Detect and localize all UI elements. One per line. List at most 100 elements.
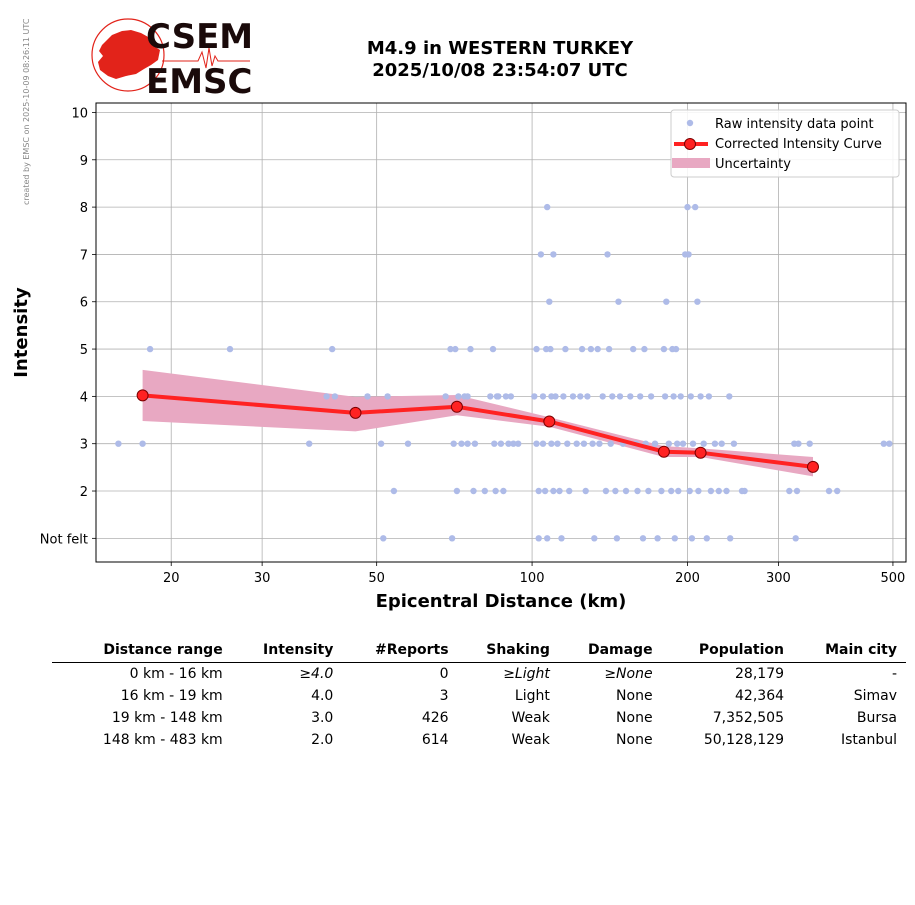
raw-data-point [558, 535, 565, 542]
raw-data-point [703, 535, 710, 542]
raw-data-point [539, 393, 547, 400]
table-cell: Light [514, 688, 550, 704]
raw-data-point [663, 298, 670, 305]
raw-data-point [139, 440, 146, 447]
curve-point [543, 415, 556, 428]
raw-data-point [645, 487, 652, 495]
corrected-curve [136, 389, 819, 473]
raw-data-point [689, 440, 697, 447]
raw-data-point [470, 487, 477, 495]
raw-data-point [672, 345, 680, 353]
axes-frame [95, 102, 907, 563]
legend-raw-label: Raw intensity data point [715, 117, 874, 132]
raw-data-point [573, 440, 580, 447]
raw-data-point [605, 345, 613, 353]
curve-point [657, 445, 670, 458]
raw-data-point [622, 487, 630, 495]
raw-data-point [544, 203, 551, 211]
csem-emsc-logo: CSEM EMSC [91, 18, 253, 96]
table-cell: 50,128,129 [703, 732, 785, 748]
intensity-table: Distance range Intensity #Reports Shaking Da… [52, 641, 906, 751]
table-cell: 3.0 [311, 710, 334, 726]
raw-data-point [726, 393, 733, 400]
raw-data-point [580, 440, 588, 447]
table-row: 148 km - 483 km 2.0 614 Weak None 50,128,129 I… [52, 729, 906, 751]
raw-data-point [612, 487, 619, 495]
raw-data-point [886, 440, 893, 447]
table-cell: 614 [421, 732, 449, 748]
raw-data-point [834, 487, 841, 495]
table-row: 19 km - 148 km 3.0 426 Weak None 7,352,505 Bur… [52, 707, 906, 729]
raw-data-point [589, 440, 596, 447]
raw-data-point [531, 393, 538, 400]
raw-data-point [616, 393, 624, 400]
chart-title: M4.9 in WESTERN TURKEY 2025/10/08 23:54:… [300, 38, 700, 82]
raw-data-point [467, 345, 474, 353]
raw-data-point [541, 487, 549, 495]
y-tick-label: 6 [80, 296, 88, 311]
raw-data-point [364, 393, 371, 400]
raw-data-point [697, 393, 704, 400]
raw-data-point [793, 487, 801, 495]
raw-data-point [458, 440, 465, 447]
table-cell: 16 km - 19 km [120, 688, 223, 704]
table-cell: 7,352,505 [712, 710, 785, 726]
raw-data-point [641, 345, 648, 353]
table-cell: ≥Light [503, 666, 550, 682]
raw-data-point [489, 345, 497, 353]
raw-data-point [741, 487, 748, 495]
raw-data-point [533, 440, 540, 447]
raw-data-point [552, 393, 559, 400]
raw-data-point [670, 393, 677, 400]
raw-data-point [694, 298, 701, 305]
title-line-1: M4.9 in WESTERN TURKEY [366, 38, 634, 59]
axis-labels: Epicentral Distance (km) Intensity [11, 287, 626, 612]
table-cell: 42,364 [735, 688, 785, 704]
y-tick-label: 8 [80, 201, 88, 216]
raw-data-point [380, 535, 387, 542]
raw-data-point [500, 487, 507, 495]
raw-data-point [707, 487, 715, 495]
legend-curve-label: Corrected Intensity Curve [715, 137, 882, 152]
raw-data-point [647, 393, 655, 400]
y-tick-label: 10 [71, 106, 88, 121]
raw-data-point [705, 393, 713, 400]
raw-data-point [491, 440, 498, 447]
x-tick-label: 300 [766, 571, 791, 586]
raw-data-point [452, 345, 459, 353]
curve-point [694, 446, 707, 459]
raw-data-point [377, 440, 385, 447]
x-tick-label: 30 [254, 571, 271, 586]
raw-data-point [587, 345, 595, 353]
table-row: 16 km - 19 km 4.0 3 Light None 42,364 Simav [52, 685, 906, 707]
raw-data-point [505, 440, 512, 447]
table-cell: 426 [421, 710, 449, 726]
legend-uncertainty-label: Uncertainty [715, 157, 791, 172]
raw-data-point [537, 251, 545, 258]
table-cell: 3 [439, 688, 449, 704]
x-tick-label: 200 [675, 571, 700, 586]
y-tick-label: 5 [80, 343, 88, 358]
raw-data-point [668, 487, 675, 495]
table-header-cell: Distance range [52, 641, 232, 663]
raw-data-point [115, 440, 122, 447]
raw-data-point [795, 440, 802, 447]
raw-data-point [453, 487, 461, 495]
raw-data-point [630, 345, 637, 353]
raw-data-point [660, 345, 668, 353]
raw-data-point [661, 393, 669, 400]
raw-data-point [331, 393, 339, 400]
raw-data-point [634, 487, 641, 495]
curve-point [807, 460, 819, 473]
raw-data-point [556, 487, 563, 495]
y-tick-label: 7 [80, 248, 88, 263]
curve-point [136, 389, 149, 402]
raw-data-point [539, 440, 547, 447]
table-cell: ≥None [604, 666, 653, 682]
raw-data-point [442, 393, 449, 400]
y-axis-label: Intensity [11, 287, 32, 378]
raw-data-point [880, 440, 887, 447]
raw-data-point [613, 535, 621, 542]
raw-points [115, 203, 893, 542]
raw-data-point [687, 393, 694, 400]
